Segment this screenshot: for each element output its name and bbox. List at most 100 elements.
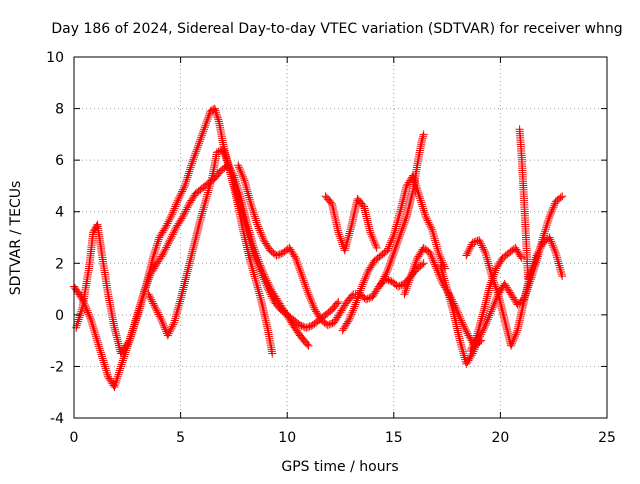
- data-point: [465, 246, 474, 255]
- data-point: [171, 314, 180, 323]
- data-point: [425, 220, 434, 229]
- data-point: [395, 209, 404, 218]
- data-point: [161, 245, 170, 254]
- series-track-12: [400, 243, 486, 350]
- data-point: [493, 262, 502, 271]
- data-point: [182, 205, 191, 214]
- data-point: [331, 316, 340, 325]
- data-point: [111, 378, 120, 387]
- data-point: [162, 243, 171, 252]
- data-point: [367, 261, 376, 270]
- data-point: [116, 364, 125, 373]
- data-point: [187, 159, 196, 168]
- data-point: [464, 356, 473, 365]
- data-point: [478, 312, 487, 321]
- x-tick-label: 5: [176, 430, 185, 446]
- data-point: [293, 258, 302, 267]
- data-point: [233, 193, 242, 202]
- data-point: [272, 251, 281, 260]
- y-tick-label: 8: [55, 102, 64, 118]
- data-point: [264, 286, 273, 295]
- data-point: [137, 298, 146, 307]
- data-point: [351, 300, 360, 309]
- data-point: [173, 196, 182, 205]
- data-point: [397, 226, 406, 235]
- data-point: [143, 279, 152, 288]
- data-point: [507, 341, 516, 350]
- data-point: [251, 274, 260, 283]
- data-point: [485, 311, 494, 320]
- data-point: [225, 163, 234, 172]
- data-point: [150, 250, 159, 259]
- data-point: [223, 157, 232, 166]
- data-point: [555, 261, 564, 270]
- data-point: [485, 282, 494, 291]
- data-point: [264, 242, 273, 251]
- data-point: [401, 286, 410, 295]
- data-point: [163, 331, 172, 340]
- y-tick-label: 4: [55, 205, 64, 221]
- data-point: [170, 318, 179, 327]
- data-point: [386, 238, 395, 247]
- data-point: [436, 274, 445, 283]
- data-point: [135, 304, 144, 313]
- data-point: [510, 295, 519, 304]
- data-point: [304, 341, 313, 350]
- data-point: [104, 372, 113, 381]
- data-point: [134, 308, 143, 317]
- data-point: [457, 342, 466, 351]
- data-point: [326, 319, 335, 328]
- data-point: [214, 115, 223, 124]
- data-point: [459, 322, 468, 331]
- data-point: [254, 222, 263, 231]
- data-point: [248, 245, 257, 254]
- data-point: [234, 195, 243, 204]
- data-point: [429, 232, 438, 241]
- data-point: [198, 207, 207, 216]
- data-point: [194, 141, 203, 150]
- data-point: [72, 323, 81, 332]
- data-point: [145, 292, 154, 301]
- data-point: [238, 210, 247, 219]
- data-point: [551, 247, 560, 256]
- data-point: [547, 237, 556, 246]
- data-point: [126, 334, 135, 343]
- data-point: [297, 321, 306, 330]
- data-point: [175, 192, 184, 201]
- data-point: [483, 255, 492, 264]
- data-point: [168, 210, 177, 219]
- data-point: [391, 244, 400, 253]
- data-point: [463, 358, 472, 367]
- y-tick-label: 2: [55, 256, 64, 272]
- data-point: [242, 185, 251, 194]
- data-point: [290, 252, 299, 261]
- data-point: [395, 232, 404, 241]
- data-point: [179, 185, 188, 194]
- series-track-9: [462, 233, 567, 350]
- data-point: [371, 287, 380, 296]
- data-point: [229, 178, 238, 187]
- data-point: [171, 312, 180, 321]
- data-point: [265, 288, 274, 297]
- data-point: [422, 214, 431, 223]
- data-point: [158, 317, 167, 326]
- data-point: [250, 212, 259, 221]
- data-point: [260, 237, 269, 246]
- data-point: [242, 225, 251, 234]
- data-point: [333, 299, 342, 308]
- data-point: [226, 168, 235, 177]
- data-point: [453, 306, 462, 315]
- data-point: [337, 306, 346, 315]
- data-point: [142, 281, 151, 290]
- data-point: [419, 206, 428, 215]
- data-point: [177, 189, 186, 198]
- data-point: [249, 208, 258, 217]
- data-point: [388, 252, 397, 261]
- data-point: [481, 248, 490, 257]
- data-point: [352, 296, 361, 305]
- data-point: [236, 201, 245, 210]
- data-point: [442, 285, 451, 294]
- data-point: [458, 320, 467, 329]
- data-point: [308, 299, 317, 308]
- data-point: [128, 328, 137, 337]
